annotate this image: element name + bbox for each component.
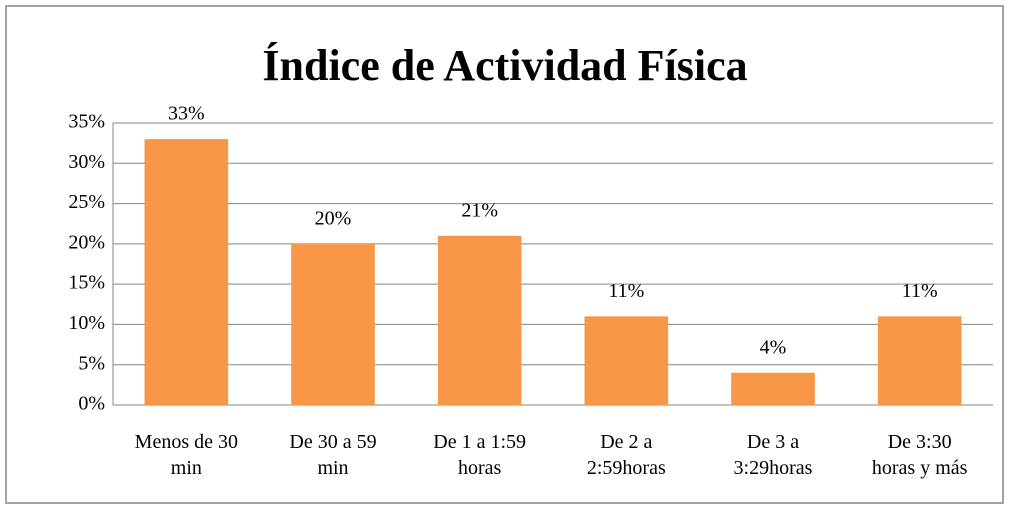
x-tick-label: De 3 a 3:29horas <box>733 431 813 479</box>
data-label: 33% <box>168 103 205 125</box>
bar <box>877 316 962 405</box>
bar <box>731 372 815 405</box>
x-tick-label: De 1 a 1:59 horas <box>433 431 527 479</box>
data-label: 11% <box>608 280 644 302</box>
bar <box>291 243 375 405</box>
y-tick-label: 0% <box>78 393 105 415</box>
y-tick-label: 35% <box>68 111 105 133</box>
chart-title: Índice de Actividad Física <box>262 41 747 90</box>
x-tick-label: Menos de 30 min <box>134 431 238 479</box>
x-tick-label: De 2 a 2:59horas <box>586 431 666 479</box>
data-label: 4% <box>760 336 787 358</box>
y-tick-label: 10% <box>68 312 105 334</box>
bar <box>144 139 229 405</box>
x-tick-label: De 3:30 horas y más <box>871 431 968 479</box>
data-label: 20% <box>315 207 352 229</box>
y-tick-label: 5% <box>78 352 105 374</box>
y-tick-label: 15% <box>68 272 105 294</box>
data-label: 11% <box>902 280 938 302</box>
bar <box>584 316 669 405</box>
y-tick-label: 30% <box>68 151 105 173</box>
data-label: 21% <box>461 199 498 221</box>
y-tick-label: 20% <box>68 231 105 253</box>
y-tick-label: 25% <box>68 191 105 213</box>
x-tick-label: De 30 a 59 min <box>289 431 377 479</box>
bar <box>437 235 522 405</box>
